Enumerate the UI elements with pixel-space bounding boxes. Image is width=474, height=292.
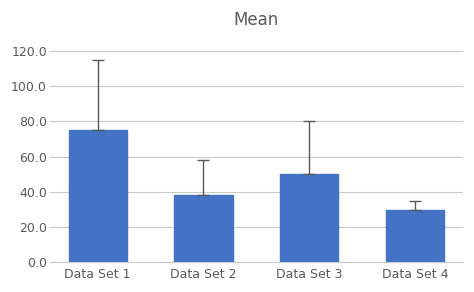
Bar [386, 210, 444, 262]
Bar [174, 195, 233, 262]
Bar [280, 174, 338, 262]
Bar [69, 130, 127, 262]
Title: Mean: Mean [234, 11, 279, 29]
